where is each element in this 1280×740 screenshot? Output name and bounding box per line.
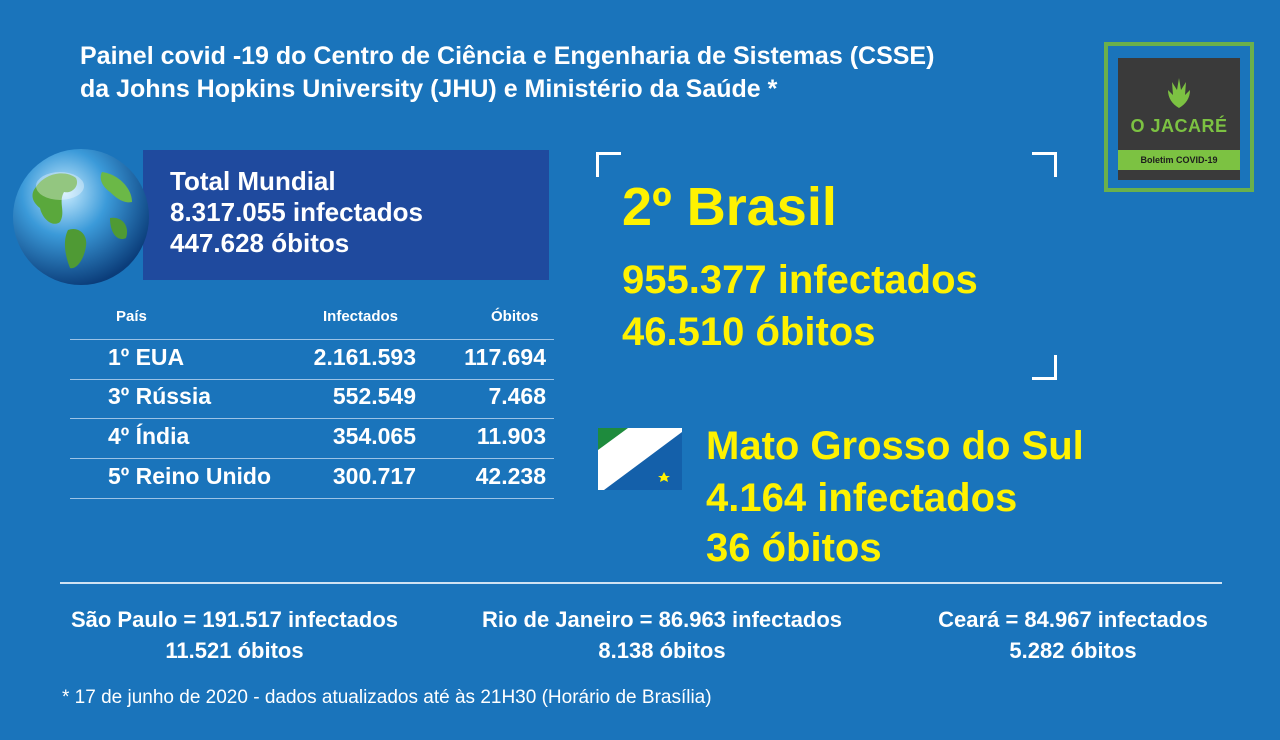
row-deaths: 42.238 [475,463,546,489]
table-header-deaths: Óbitos [491,308,539,325]
state-deaths: 8.138 óbitos [598,638,726,663]
brasil-deaths: 46.510 óbitos [622,310,876,354]
logo-tagline: Boletim COVID-19 [1118,150,1240,170]
world-infected: 8.317.055 infectados [170,197,423,227]
jacare-logo-icon [1168,78,1190,108]
state-infected: Rio de Janeiro = 86.963 infectados [481,607,843,632]
frame-corner-top-left [596,152,621,177]
footnote: * 17 de junho de 2020 - dados atualizado… [62,687,712,708]
state-deaths: 11.521 óbitos [165,638,304,663]
row-country: 3º Rússia [108,383,212,409]
frame-corner-bottom-right [1032,355,1057,380]
state-deaths: 5.282 óbitos [1009,638,1137,663]
logo-title: O JACARÉ [1130,116,1228,136]
state-infected: Ceará = 84.967 infectados [938,607,1208,632]
divider [60,582,1222,584]
state-infected: São Paulo = 191.517 infectados [70,607,399,632]
row-infected: 354.065 [332,423,416,449]
state-ceara: Ceará = 84.967 infectados 5.282 óbitos [928,604,1218,666]
brasil-rank: 2º Brasil [622,177,837,237]
world-title: Total Mundial [170,166,336,196]
state-rio-de-janeiro: Rio de Janeiro = 86.963 infectados 8.138… [472,604,852,666]
world-total-text: Total Mundial 8.317.055 infectados 447.6… [170,166,423,259]
title-line-1: Painel covid -19 do Centro de Ciência e … [80,42,935,70]
table-row: 4º Índia 354.065 11.903 [70,419,554,459]
ms-name: Mato Grosso do Sul [706,424,1084,468]
logo-frame [1104,42,1254,192]
logo: O JACARÉ Boletim COVID-19 [1118,58,1240,180]
ms-infected: 4.164 infectados [706,476,1018,520]
title-line-2: da Johns Hopkins University (JHU) e Mini… [80,75,778,103]
table-header-infected: Infectados [323,308,399,325]
table-header-country: País [116,308,147,325]
brasil-infected: 955.377 infectados [622,258,978,302]
row-deaths: 7.468 [488,383,546,409]
row-infected: 552.549 [332,383,416,409]
row-infected: 300.717 [332,463,416,489]
row-country: 1º EUA [108,344,185,370]
ms-flag-icon [598,428,682,490]
row-deaths: 117.694 [464,344,546,370]
table-row: 1º EUA 2.161.593 117.694 [70,339,554,380]
frame-corner-top-right [1032,152,1057,177]
table-row: 5º Reino Unido 300.717 42.238 [70,459,554,499]
table-row: 3º Rússia 552.549 7.468 [70,379,554,419]
world-deaths: 447.628 óbitos [170,228,350,258]
page-title: Painel covid -19 do Centro de Ciência e … [80,40,934,106]
globe-icon [13,149,149,285]
world-total-panel [143,150,549,280]
row-infected: 2.161.593 [313,344,416,370]
row-deaths: 11.903 [476,423,546,449]
state-sao-paulo: São Paulo = 191.517 infectados 11.521 ób… [62,604,407,666]
ms-deaths: 36 óbitos [706,526,882,570]
row-country: 4º Índia [108,423,190,449]
row-country: 5º Reino Unido [108,463,272,489]
